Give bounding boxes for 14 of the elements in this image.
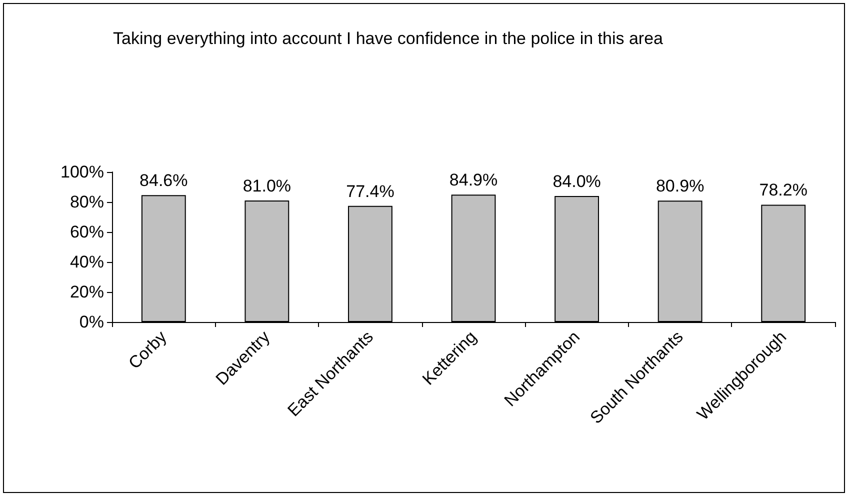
data-label: 84.9% bbox=[449, 170, 498, 190]
y-tick-label: 40% bbox=[70, 252, 104, 272]
data-label: 81.0% bbox=[242, 176, 292, 196]
data-label: 78.2% bbox=[759, 180, 808, 200]
y-tick-label: 20% bbox=[70, 282, 104, 302]
data-label: 77.4% bbox=[346, 182, 394, 201]
chart-title: Taking everything into account I have confidence in the police in this area bbox=[112, 28, 664, 50]
y-tick-label: 0% bbox=[79, 312, 104, 332]
data-label: 84.0% bbox=[552, 172, 601, 191]
data-label: 80.9% bbox=[656, 176, 704, 196]
y-tick-label: 60% bbox=[70, 222, 104, 242]
y-tick-label: 100% bbox=[60, 162, 104, 182]
data-label: 84.6% bbox=[140, 171, 188, 190]
y-tick-label: 80% bbox=[70, 192, 104, 212]
